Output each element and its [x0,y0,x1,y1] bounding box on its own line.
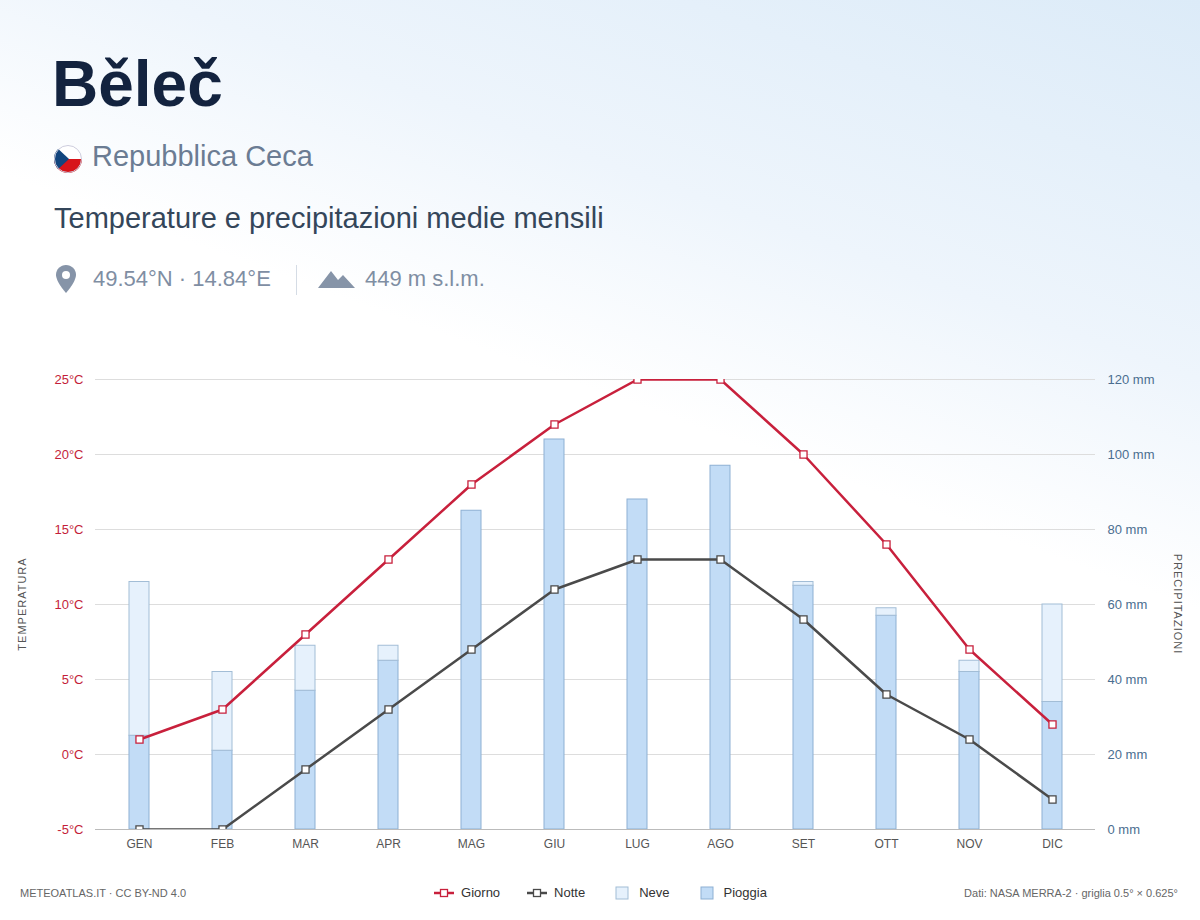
svg-text:OTT: OTT [875,837,900,851]
svg-text:60 mm: 60 mm [1108,597,1148,612]
svg-text:MAG: MAG [458,837,485,851]
svg-text:15°C: 15°C [54,522,83,537]
svg-text:NOV: NOV [956,837,982,851]
svg-text:AGO: AGO [707,837,734,851]
svg-text:80 mm: 80 mm [1108,522,1148,537]
svg-text:0°C: 0°C [62,747,84,762]
svg-text:25°C: 25°C [54,372,83,387]
svg-text:120 mm: 120 mm [1108,372,1155,387]
svg-text:10°C: 10°C [54,597,83,612]
svg-text:FEB: FEB [211,837,234,851]
svg-text:GIU: GIU [544,837,565,851]
html-text:Pioggia: Pioggia [723,885,767,900]
svg-text:DIC: DIC [1042,837,1063,851]
html-text:METEOATLAS.IT · CC BY-ND 4.0: METEOATLAS.IT · CC BY-ND 4.0 [20,887,187,899]
svg-text:LUG: LUG [625,837,650,851]
svg-text:0 mm: 0 mm [1108,822,1141,837]
svg-text:SET: SET [792,837,816,851]
svg-text:APR: APR [376,837,401,851]
html-text:Temperature e precipitazioni m: Temperature e precipitazioni medie mensi… [54,202,604,234]
html-text:PRECIPITAZIONI: PRECIPITAZIONI [1172,553,1184,655]
html-text:Neve: Neve [639,885,670,900]
html-text:Běleč: Běleč [52,48,223,120]
svg-text:20 mm: 20 mm [1108,747,1148,762]
svg-text:MAR: MAR [292,837,319,851]
svg-text:-5°C: -5°C [57,822,83,837]
svg-text:40 mm: 40 mm [1108,672,1148,687]
svg-text:5°C: 5°C [62,672,84,687]
html-text:TEMPERATURA: TEMPERATURA [16,557,28,651]
svg-text:100 mm: 100 mm [1108,447,1155,462]
html-text:Repubblica Ceca: Repubblica Ceca [92,140,313,172]
svg-text:GEN: GEN [126,837,152,851]
html-text:Dati: NASA MERRA-2 · griglia 0: Dati: NASA MERRA-2 · griglia 0.5° × 0.62… [964,887,1178,899]
html-text:49.54°N · 14.84°E: 49.54°N · 14.84°E [93,266,271,291]
svg-text:20°C: 20°C [54,447,83,462]
html-text:Giorno: Giorno [461,885,501,900]
html-text:Notte: Notte [554,885,586,900]
html-text:449 m s.l.m.: 449 m s.l.m. [365,266,485,291]
